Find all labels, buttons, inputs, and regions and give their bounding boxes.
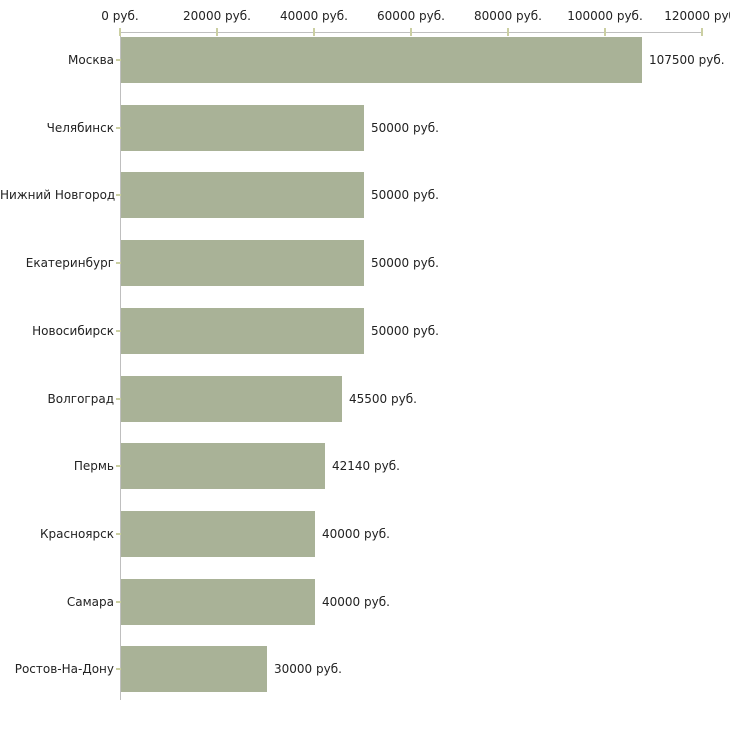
bar-3 — [121, 172, 364, 219]
value-label: 50000 руб. — [371, 120, 439, 135]
y-tick-mark — [116, 329, 121, 332]
value-label: 40000 руб. — [322, 526, 390, 541]
x-tick-label: 80000 руб. — [474, 9, 542, 23]
value-label: 107500 руб. — [649, 53, 725, 67]
x-tick-label: 120000 руб. — [664, 9, 730, 23]
value-label: 45500 руб. — [349, 391, 417, 406]
x-tick-mark — [701, 28, 703, 36]
x-tick-mark — [313, 28, 315, 36]
x-tick-label: 20000 руб. — [183, 9, 251, 23]
x-tick-mark — [410, 28, 412, 36]
x-tick-mark — [604, 28, 606, 36]
category-label: Нижний Новгород — [0, 188, 116, 203]
value-label: 40000 руб. — [322, 594, 390, 609]
bar-7 — [121, 443, 325, 490]
category-label: Красноярск — [40, 526, 114, 541]
value-label: 50000 руб. — [371, 188, 439, 203]
y-tick-mark — [116, 465, 121, 468]
x-tick-label: 100000 руб. — [567, 9, 643, 23]
category-label: Челябинск — [46, 120, 114, 135]
y-tick-mark — [116, 194, 121, 197]
bar-6 — [121, 375, 342, 422]
y-tick-mark — [116, 262, 121, 265]
bar-1 — [121, 37, 642, 83]
x-tick-mark — [119, 28, 121, 36]
y-tick-mark — [116, 59, 121, 61]
y-tick-mark — [116, 600, 121, 603]
bar-8 — [121, 510, 315, 557]
category-label: Самара — [66, 594, 114, 609]
category-label: Ростов-На-Дону — [14, 662, 114, 677]
y-tick-mark — [116, 668, 121, 671]
value-label: 50000 руб. — [371, 323, 439, 338]
bar-5 — [121, 307, 364, 354]
bar-2 — [121, 104, 364, 151]
value-label: 50000 руб. — [371, 256, 439, 271]
category-label: Новосибирск — [32, 323, 114, 338]
value-label: 42140 руб. — [332, 459, 400, 474]
value-label: 30000 руб. — [274, 662, 342, 677]
x-tick-mark — [507, 28, 509, 36]
y-tick-mark — [116, 532, 121, 535]
y-tick-mark — [116, 397, 121, 400]
x-tick-label: 0 руб. — [101, 9, 139, 23]
x-tick-mark — [216, 28, 218, 36]
category-label: Екатеринбург — [25, 256, 114, 271]
bar-9 — [121, 578, 315, 625]
x-tick-label: 40000 руб. — [280, 9, 348, 23]
category-label: Москва — [68, 53, 114, 67]
bar-10 — [121, 646, 267, 693]
y-axis-line — [120, 32, 121, 700]
x-tick-label: 60000 руб. — [377, 9, 445, 23]
bar-4 — [121, 240, 364, 287]
category-label: Волгоград — [47, 391, 114, 406]
category-label: Пермь — [73, 459, 114, 474]
y-tick-mark — [116, 126, 121, 129]
